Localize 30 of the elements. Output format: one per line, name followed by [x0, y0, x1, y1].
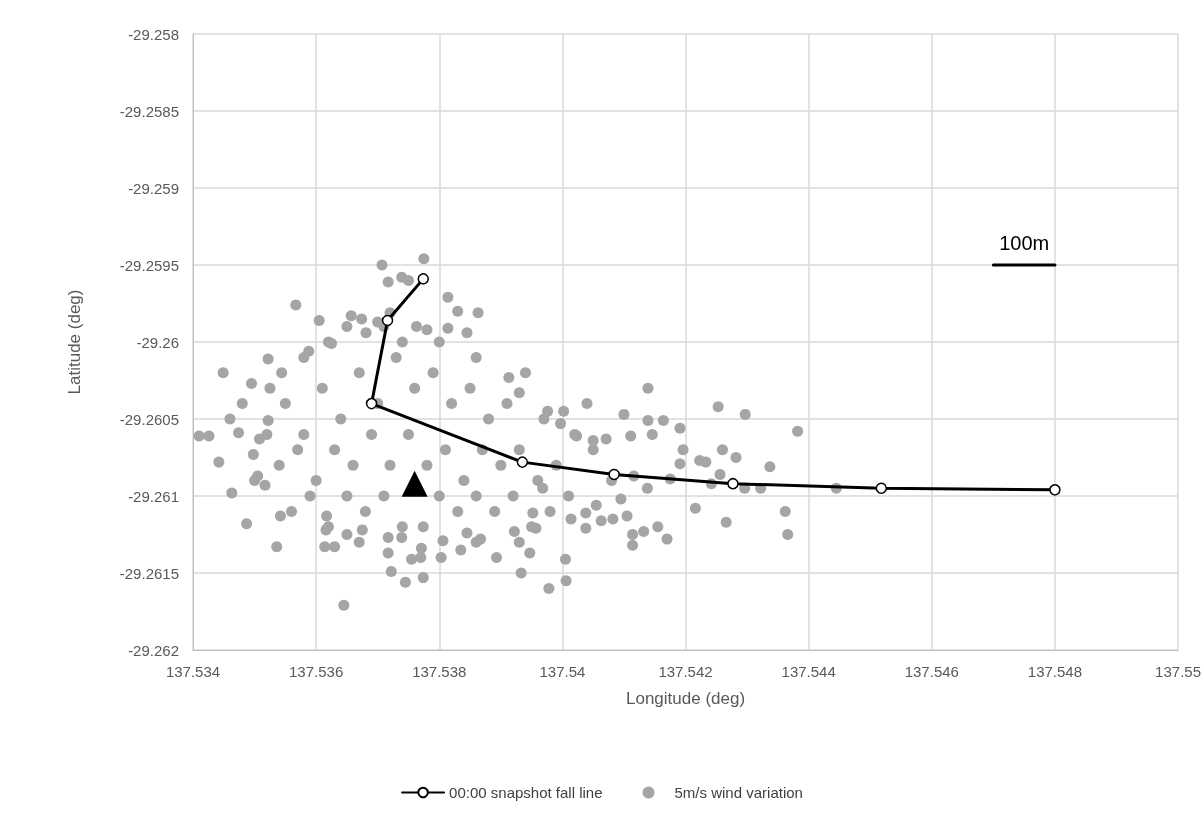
point: [727, 477, 739, 490]
point: [875, 482, 888, 495]
x-tick-label: 137.534: [165, 663, 221, 680]
y-tick-label: -29.2605: [119, 410, 179, 428]
y-tick-label: -29.258: [128, 25, 179, 43]
x-axis-title: Longitude (deg): [625, 689, 746, 708]
x-tick-label: 137.55: [1155, 663, 1202, 680]
legend-label: 00:00 snapshot fall line: [449, 784, 603, 801]
point: [417, 273, 430, 285]
y-tick-label: -29.2615: [119, 564, 179, 582]
y-tick-label: -29.2595: [119, 256, 179, 274]
legend-label: 5m/s wind variation: [674, 784, 803, 801]
x-tick-label: 137.54: [539, 663, 586, 680]
y-tick-label: -29.262: [128, 641, 179, 659]
y-tick-label: -29.259: [128, 179, 179, 197]
point: [1049, 484, 1061, 496]
x-tick-label: 137.538: [412, 663, 467, 680]
x-tick-label: 137.548: [1027, 663, 1083, 680]
x-tick-label: 137.544: [781, 663, 836, 680]
y-axis-title: Latitude (deg): [65, 289, 84, 395]
annotation: 100m: [999, 232, 1050, 254]
x-tick-label: 137.536: [289, 663, 344, 680]
point: [401, 470, 428, 497]
point: [516, 456, 529, 468]
x-tick-label: 137.546: [904, 663, 959, 680]
y-tick-label: -29.26: [136, 333, 179, 351]
point: [365, 397, 378, 410]
y-tick-label: -29.2585: [119, 102, 179, 120]
y-tick-label: -29.261: [128, 487, 179, 505]
x-tick-label: 137.542: [658, 663, 713, 680]
